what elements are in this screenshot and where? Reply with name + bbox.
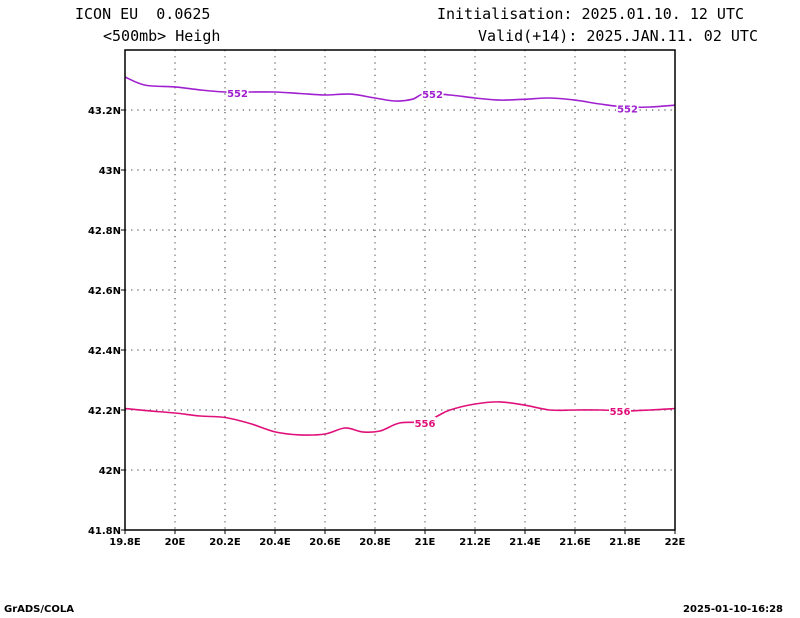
x-tick-label: 20.6E	[309, 537, 341, 548]
contour-label-bg	[609, 404, 631, 417]
grid-lines	[125, 50, 675, 530]
contour-label-bg	[414, 416, 436, 429]
model-title: ICON EU 0.0625	[75, 5, 211, 23]
init-time: Initialisation: 2025.01.10. 12 UTC	[436, 5, 744, 23]
contour-label-bg	[616, 102, 639, 115]
x-tick-label: 20.4E	[259, 537, 291, 548]
x-tick-label: 21.4E	[509, 537, 541, 548]
contour-line-552	[124, 76, 676, 109]
contour-label: 552	[227, 89, 248, 100]
x-tick-label: 19.8E	[109, 537, 141, 548]
y-tick-label: 42.8N	[88, 226, 121, 237]
contour-label-bg	[421, 88, 444, 101]
contour-labels: 552 552 552 556 556	[226, 86, 639, 430]
x-tick-label: 20.2E	[209, 537, 241, 548]
valid-time: Valid(+14): 2025.JAN.11. 02 UTC	[478, 27, 758, 45]
y-tick-label: 43N	[99, 166, 121, 177]
contour-label: 552	[422, 90, 443, 101]
y-tick-label: 42.4N	[88, 346, 121, 357]
x-tick-label: 22E	[665, 537, 686, 548]
x-tick-label: 21.8E	[609, 537, 641, 548]
footer-timestamp: 2025-01-10-16:28	[683, 604, 783, 615]
axis-ticks: 19.8E 20E 20.2E 20.4E 20.6E 20.8E 21E 21.2E 21.4…	[88, 106, 686, 548]
contour-label: 556	[415, 419, 436, 430]
y-tick-label: 43.2N	[88, 106, 121, 117]
y-tick-label: 42.2N	[88, 406, 121, 417]
y-tick-label: 41.8N	[88, 526, 121, 537]
contour-label-bg	[226, 86, 249, 99]
x-tick-label: 21.6E	[559, 537, 591, 548]
y-tick-label: 42.6N	[88, 286, 121, 297]
x-tick-label: 21.2E	[459, 537, 491, 548]
x-tick-label: 20E	[165, 537, 186, 548]
y-tick-label: 42N	[99, 466, 121, 477]
contour-lines	[124, 76, 676, 436]
x-tick-label: 20.8E	[359, 537, 391, 548]
field-title: <500mb> Heigh	[103, 27, 221, 45]
contour-label: 556	[610, 407, 631, 418]
contour-line-556	[124, 401, 676, 436]
plot-frame	[124, 49, 676, 531]
contour-label: 552	[617, 105, 638, 116]
footer-credit: GrADS/COLA	[4, 604, 74, 615]
x-tick-label: 21E	[415, 537, 436, 548]
